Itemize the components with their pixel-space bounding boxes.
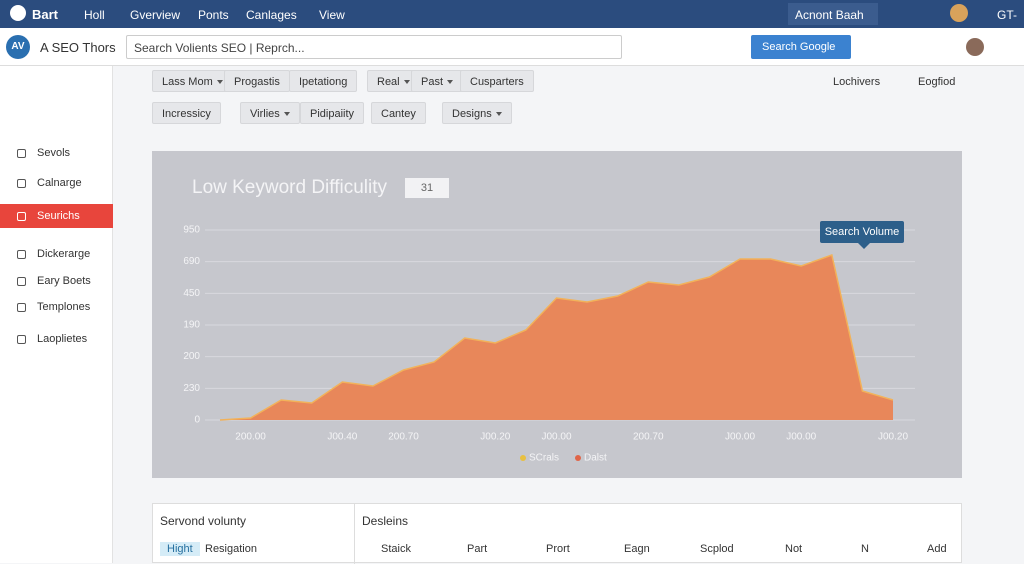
badge: 31 [421, 182, 433, 194]
x-tick-label: 200.00 [235, 432, 266, 443]
filter-chip[interactable]: Pidipaiity [300, 102, 365, 124]
icon [17, 250, 26, 259]
divider [153, 504, 355, 564]
table-cell: Staick [381, 543, 411, 555]
icon [17, 303, 26, 312]
filter-chip[interactable]: Past [411, 70, 464, 92]
y-tick-label: 230 [183, 383, 200, 394]
sidebar-item[interactable]: Eary Boets [0, 269, 113, 293]
menu[interactable]: Ponts [198, 8, 229, 22]
filter-chip[interactable]: Designs [442, 102, 512, 124]
table: Servond volunty Desleins Hight Resigatio… [152, 503, 962, 564]
icon [17, 179, 26, 188]
menu[interactable]: Holl [84, 8, 105, 22]
caret [447, 80, 454, 85]
filter-chip[interactable]: Incressicy [152, 102, 221, 124]
chart-title: Low Keyword Difficulity [192, 177, 388, 198]
filter-chip[interactable]: Cantey [371, 102, 426, 124]
area-line [219, 254, 894, 421]
y-tick-label: 450 [183, 288, 200, 299]
y-tick-label: 690 [183, 256, 200, 267]
app-badge: AV [6, 35, 30, 59]
sidebar: Sevols Calnarge Seurichs Dickerarge Eary Boe… [0, 66, 113, 563]
logo-icon [10, 5, 26, 21]
avatar[interactable] [966, 38, 984, 56]
legend-label: SCrals [529, 453, 559, 464]
legend-swatch [520, 455, 526, 461]
sidebar-item[interactable]: Calnarge [0, 171, 113, 195]
table-cell: Not [785, 543, 803, 555]
sidebar-item[interactable]: Sevols [0, 141, 113, 165]
icon [17, 277, 26, 286]
filter-chip[interactable]: Cusparters [460, 70, 534, 92]
table-header: Desleins [362, 514, 409, 528]
legend-swatch [575, 455, 581, 461]
x-tick-label: J00.20 [878, 432, 908, 443]
search-button[interactable]: Search Google [751, 35, 851, 59]
table-header: Servond volunty [160, 514, 247, 528]
top-bar: Bart Holl Gverview Ponts Canlages View A… [0, 0, 1024, 28]
chart: Low Keyword Difficulity 31 0 230 200 190 450 69… [152, 151, 962, 478]
table-cell: Scplod [700, 543, 734, 555]
y-tick-label: 0 [194, 415, 200, 426]
annotation: Search Volume [825, 226, 900, 238]
filter-chip[interactable]: Progastis [224, 70, 290, 92]
sidebar-item[interactable]: Seurichs [0, 204, 113, 228]
x-tick-label: J00.40 [327, 432, 357, 443]
logo: Bart [32, 7, 59, 22]
app-name: A SEO Thors [40, 40, 116, 55]
icon [17, 335, 26, 344]
menu[interactable]: View [319, 8, 345, 22]
filter-chip[interactable]: Virlies [240, 102, 300, 124]
caret [216, 80, 223, 85]
search-box[interactable]: Search Volients SEO | Reprch... [126, 35, 622, 59]
table-cell: Eagn [624, 543, 650, 555]
sidebar-item[interactable]: Dickerarge [0, 242, 113, 266]
avatar[interactable] [950, 4, 968, 22]
filter-chip[interactable]: Real [367, 70, 420, 92]
annotation-pointer [858, 243, 870, 249]
y-tick-label: 200 [183, 351, 200, 362]
table-cell: Part [467, 543, 488, 555]
account[interactable]: Acnont Baah [788, 3, 878, 25]
header: AV A SEO Thors Search Volients SEO | Rep… [0, 28, 1024, 66]
sidebar-item[interactable]: Laoplietes [0, 327, 113, 351]
caret [403, 80, 410, 85]
export[interactable]: Eogfiod [918, 76, 956, 88]
sidebar-item[interactable]: Templones [0, 295, 113, 319]
table-cell: Prort [546, 543, 570, 555]
x-tick-label: J00.00 [786, 432, 816, 443]
y-tick-label: 950 [183, 225, 200, 236]
annotation-bg [820, 221, 904, 243]
table-cell: Resigation [205, 543, 257, 555]
x-tick-label: J00.00 [541, 432, 571, 443]
x-tick-label: J00.00 [725, 432, 755, 443]
x-tick-label: 200.70 [633, 432, 664, 443]
caret [283, 112, 290, 117]
filter-chip[interactable]: Lass Mom [152, 70, 233, 92]
caret [495, 112, 502, 117]
top-right[interactable]: GT- [997, 8, 1017, 22]
filter-chip[interactable]: Ipetationg [289, 70, 358, 92]
x-tick-label: J00.20 [480, 432, 510, 443]
menu[interactable]: Canlages [246, 8, 297, 22]
tag: Hight [160, 542, 200, 556]
sort[interactable]: Lochivers [833, 76, 881, 88]
y-tick-label: 190 [183, 320, 200, 331]
table-cell: N [861, 543, 869, 555]
x-tick-label: 200.70 [388, 432, 419, 443]
icon [17, 149, 26, 158]
table-cell: Add [927, 543, 947, 555]
legend-label: Dalst [584, 453, 607, 464]
icon [17, 212, 26, 221]
badge-bg [405, 178, 449, 198]
menu[interactable]: Gverview [130, 8, 181, 22]
